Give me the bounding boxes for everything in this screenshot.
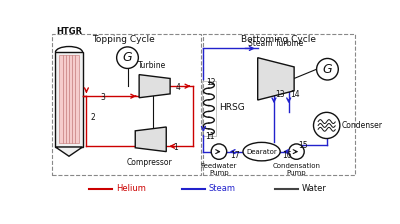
- Text: HRSG: HRSG: [219, 103, 245, 112]
- Circle shape: [316, 58, 338, 80]
- Text: Steam: Steam: [209, 184, 236, 193]
- Bar: [56, 52, 82, 147]
- Text: Bottoming Cycle: Bottoming Cycle: [241, 34, 316, 44]
- Polygon shape: [139, 75, 170, 98]
- Polygon shape: [258, 58, 294, 100]
- Text: Compressor: Compressor: [126, 158, 172, 167]
- Text: 14: 14: [290, 90, 300, 99]
- Circle shape: [314, 112, 340, 138]
- Text: 11: 11: [205, 131, 214, 140]
- Text: G: G: [123, 51, 132, 64]
- Text: G: G: [323, 63, 332, 76]
- Text: Steam Turbine: Steam Turbine: [248, 39, 303, 48]
- Circle shape: [289, 144, 304, 159]
- Text: 4: 4: [176, 83, 180, 92]
- Bar: [52, 34, 201, 175]
- Circle shape: [211, 144, 227, 159]
- Text: 17: 17: [230, 151, 240, 160]
- Text: Water: Water: [302, 184, 327, 193]
- Bar: [204, 34, 355, 175]
- Ellipse shape: [243, 142, 280, 161]
- Text: Feedwater
Pump: Feedwater Pump: [201, 163, 237, 176]
- Polygon shape: [56, 147, 82, 156]
- Bar: [59, 55, 79, 143]
- Bar: [202, 81, 216, 136]
- Text: Turbine: Turbine: [138, 61, 166, 70]
- Text: 3: 3: [100, 93, 105, 102]
- Text: Condensation
Pump: Condensation Pump: [272, 163, 320, 176]
- Text: Topping Cycle: Topping Cycle: [92, 34, 155, 44]
- Text: HTGR: HTGR: [56, 27, 82, 36]
- Text: Helium: Helium: [116, 184, 146, 193]
- Text: 13: 13: [276, 90, 285, 99]
- Text: 15: 15: [298, 141, 308, 150]
- Circle shape: [117, 47, 138, 69]
- Text: 2: 2: [90, 113, 95, 122]
- Text: Dearator: Dearator: [246, 149, 277, 155]
- Polygon shape: [135, 127, 166, 152]
- Text: 16: 16: [282, 151, 291, 160]
- Text: Condenser: Condenser: [342, 121, 382, 130]
- Text: 12: 12: [206, 78, 215, 87]
- Text: 1: 1: [173, 143, 178, 152]
